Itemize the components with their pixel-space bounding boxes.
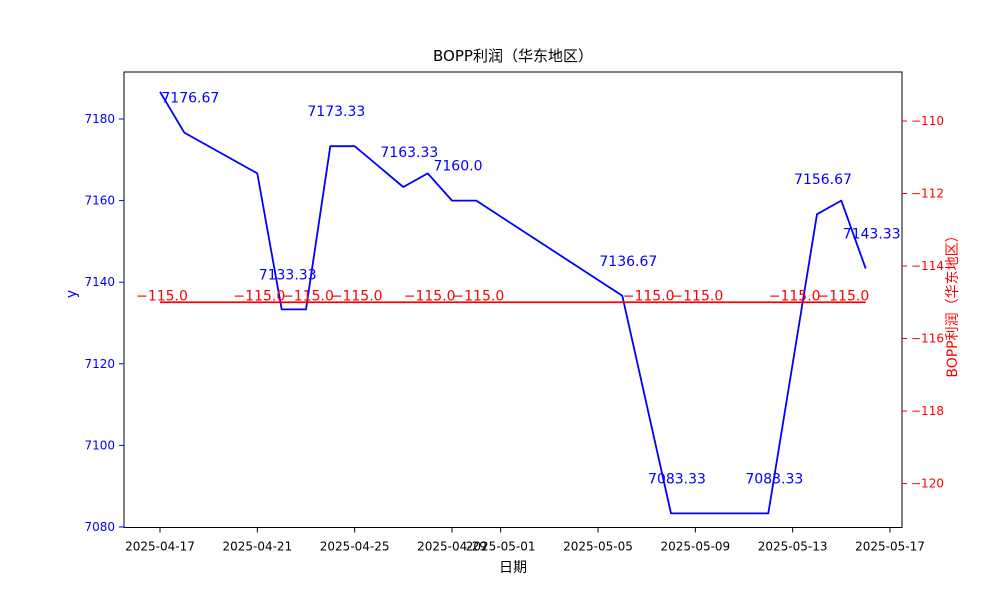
red-point-label: −115.0 bbox=[452, 288, 504, 304]
x-tick-label: 2025-04-21 bbox=[222, 540, 292, 554]
blue-point-label: 7163.33 bbox=[380, 145, 438, 161]
plot-border bbox=[123, 71, 903, 528]
y-left-tick-label: 7120 bbox=[84, 357, 115, 371]
red-point-label: −115.0 bbox=[136, 288, 188, 304]
blue-point-label: 7176.67 bbox=[161, 91, 219, 107]
x-tick-label: 2025-05-17 bbox=[855, 540, 925, 554]
x-tick-label: 2025-05-13 bbox=[758, 540, 828, 554]
y-right-tick-label: −120 bbox=[911, 477, 944, 491]
red-point-label: −115.0 bbox=[623, 288, 675, 304]
y-right-tick-label: −116 bbox=[911, 332, 944, 346]
x-tick-label: 2025-05-05 bbox=[563, 540, 633, 554]
y-left-tick-label: 7080 bbox=[84, 520, 115, 534]
red-point-label: −115.0 bbox=[331, 288, 383, 304]
red-point-label: −115.0 bbox=[233, 288, 285, 304]
profit-line-left bbox=[159, 91, 867, 515]
blue-point-label: 7083.33 bbox=[745, 471, 803, 487]
y-left-tick-label: 7160 bbox=[84, 194, 115, 208]
x-tick-label: 2025-05-01 bbox=[466, 540, 536, 554]
x-tick-label: 2025-04-25 bbox=[320, 540, 390, 554]
blue-point-label: 7136.67 bbox=[599, 254, 657, 270]
blue-point-label: 7083.33 bbox=[648, 471, 706, 487]
x-axis-title: 日期 bbox=[499, 560, 527, 576]
red-point-label: −115.0 bbox=[817, 288, 869, 304]
red-point-label: −115.0 bbox=[769, 288, 821, 304]
x-tick-label: 2025-04-29 bbox=[417, 540, 487, 554]
y-right-tick-label: −114 bbox=[911, 259, 944, 273]
blue-point-label: 7160.0 bbox=[433, 159, 482, 175]
y-left-tick-label: 7180 bbox=[84, 112, 115, 126]
blue-point-label: 7143.33 bbox=[843, 227, 901, 243]
y-left-tick-label: 7100 bbox=[84, 438, 115, 452]
blue-point-label: 7133.33 bbox=[259, 267, 317, 283]
y-left-tick-label: 7140 bbox=[84, 275, 115, 289]
x-tick-label: 2025-04-17 bbox=[125, 540, 195, 554]
x-tick-label: 2025-05-09 bbox=[660, 540, 730, 554]
y-right-tick-label: −110 bbox=[911, 114, 944, 128]
blue-point-label: 7173.33 bbox=[307, 104, 365, 120]
red-point-label: −115.0 bbox=[282, 288, 334, 304]
red-point-label: −115.0 bbox=[404, 288, 456, 304]
red-point-label: −115.0 bbox=[671, 288, 723, 304]
chart-title: BOPP利润（华东地区） bbox=[433, 47, 593, 65]
y-right-tick-label: −112 bbox=[911, 187, 944, 201]
blue-point-label: 7156.67 bbox=[794, 172, 852, 188]
y-right-tick-label: −118 bbox=[911, 404, 944, 418]
